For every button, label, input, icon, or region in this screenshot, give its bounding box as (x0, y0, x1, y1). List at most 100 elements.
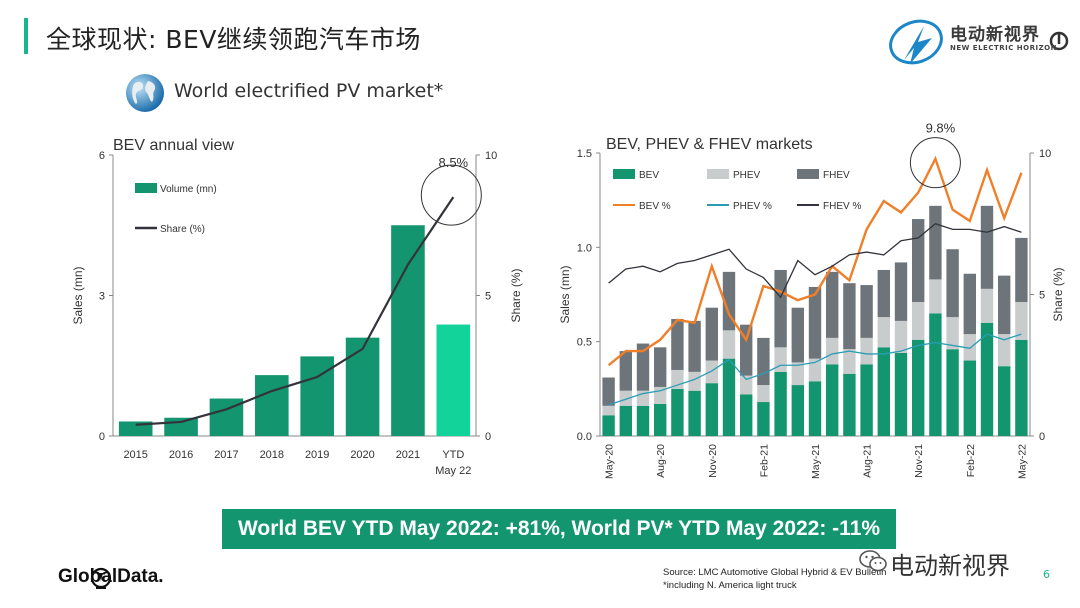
bev-bar (602, 415, 615, 436)
fhev-bar (774, 269, 787, 348)
phev-bar (877, 317, 890, 348)
x-tick-label: Aug-20 (655, 444, 667, 478)
chart-subtitle: World electrified PV market* (174, 80, 444, 102)
fhev-bar (791, 307, 804, 363)
brand-logo-icon (889, 19, 1069, 65)
highlight-circle (420, 164, 482, 226)
x-tick-label: 2015 (123, 449, 147, 461)
legend-swatch (613, 169, 635, 179)
legend-label: FHEV % (823, 201, 861, 212)
legend-volume-swatch (135, 183, 157, 193)
fhev-bar (602, 377, 615, 406)
fhev-bar (894, 262, 908, 321)
x-tick-label: YTD (442, 449, 464, 461)
legend-label: BEV % (639, 201, 671, 212)
fhev-bar (688, 320, 701, 372)
phev-bar (757, 385, 770, 403)
x-tick-label: Feb-22 (965, 444, 977, 477)
chart-title: BEV annual view (113, 137, 234, 154)
globaldata-logo-icon (90, 567, 112, 589)
phev-bar (688, 371, 701, 391)
fhev-bar (722, 271, 736, 331)
legend-label: PHEV % (733, 201, 772, 212)
fhev-bar (946, 249, 959, 318)
fhev-bar (740, 324, 753, 376)
phev-bar (980, 288, 994, 323)
x-tick-label: May 22 (435, 465, 471, 477)
bev-annual-chart: BEV annual view 0 3 6 0 5 10 Sales (mn) Share (%… (71, 137, 523, 477)
fhev-bar (980, 205, 994, 289)
x-tick-label: 2018 (260, 449, 284, 461)
fhev-bar (705, 307, 718, 361)
bev-bar (740, 394, 753, 436)
page-title: 全球现状: BEV继续领跑汽车市场 (46, 25, 421, 54)
x-tick-label: Nov-20 (707, 444, 719, 478)
bev-bar (1015, 339, 1028, 436)
bev-share-line (607, 155, 1023, 367)
bev-bar (705, 383, 718, 436)
bev-bar (619, 405, 632, 436)
y-tick-label: 0 (99, 431, 105, 443)
x-tick-label: May-22 (1016, 444, 1028, 479)
phev-bar (602, 405, 615, 416)
footnote-line: *including N. America light truck (663, 580, 797, 591)
volume-bar (391, 225, 425, 436)
title-accent-bar (24, 18, 28, 54)
bev-bar (757, 402, 770, 436)
fhev-bar (619, 351, 632, 391)
bev-bar (998, 366, 1011, 436)
bev-bar (636, 405, 650, 436)
fhev-bar (826, 271, 839, 338)
wechat-icon (859, 550, 887, 572)
phev-bar (998, 334, 1011, 367)
page-number: 6 (1043, 568, 1050, 581)
bev-bar (843, 373, 856, 436)
phev-bar (946, 317, 959, 350)
bev-bar (722, 358, 736, 436)
y2-tick-label: 0 (1039, 431, 1045, 443)
bev-bar (654, 403, 667, 436)
fhev-bar (929, 205, 942, 280)
bev-bar (808, 381, 822, 436)
fhev-bar (671, 319, 684, 370)
y-tick-label: 3 (99, 291, 105, 303)
logo-text-cn: 电动新视界 (950, 25, 1040, 45)
watermark-text: 电动新视界 (890, 552, 1010, 580)
legend-share-label: Share (%) (160, 224, 205, 235)
bev-bar (877, 347, 890, 436)
legend-label: BEV (639, 170, 659, 181)
phev-bar (963, 334, 976, 361)
globaldata-brand: GlobalData. (58, 566, 164, 587)
fhev-bar (843, 283, 856, 350)
bev-bar (671, 388, 684, 436)
y2-tick-label: 0 (485, 431, 491, 443)
y2-axis-label: Share (%) (1051, 267, 1065, 321)
share-line (135, 196, 455, 426)
x-tick-label: 2019 (305, 449, 329, 461)
y-tick-label: 6 (99, 150, 105, 162)
fhev-bar (808, 286, 822, 359)
x-tick-label: Nov-21 (913, 444, 925, 478)
phev-bar (826, 337, 839, 365)
annotation-label: 8.5% (438, 155, 468, 170)
phev-bar (705, 360, 718, 384)
x-tick-label: 2021 (396, 449, 420, 461)
logo-text-en: NEW ELECTRIC HORIZON (950, 44, 1057, 52)
phev-bar (774, 347, 787, 372)
fhev-bar (654, 347, 667, 387)
phev-bar (843, 349, 856, 374)
phev-bar (740, 375, 753, 395)
legend-swatch (797, 169, 819, 179)
y-tick-label: 0.5 (577, 337, 592, 349)
x-tick-label: 2016 (169, 449, 193, 461)
phev-share-line (608, 333, 1022, 406)
bev-bar (860, 364, 873, 436)
legend-swatch (707, 169, 729, 179)
fhev-bar (963, 273, 976, 335)
fhev-bar (860, 285, 873, 338)
bev-bar (791, 385, 804, 436)
y-tick-label: 0.0 (577, 431, 592, 443)
y-tick-label: 1.5 (577, 148, 592, 160)
source-line: Source: LMC Automotive Global Hybrid & E… (663, 567, 887, 578)
y2-axis-label: Share (%) (509, 268, 523, 322)
